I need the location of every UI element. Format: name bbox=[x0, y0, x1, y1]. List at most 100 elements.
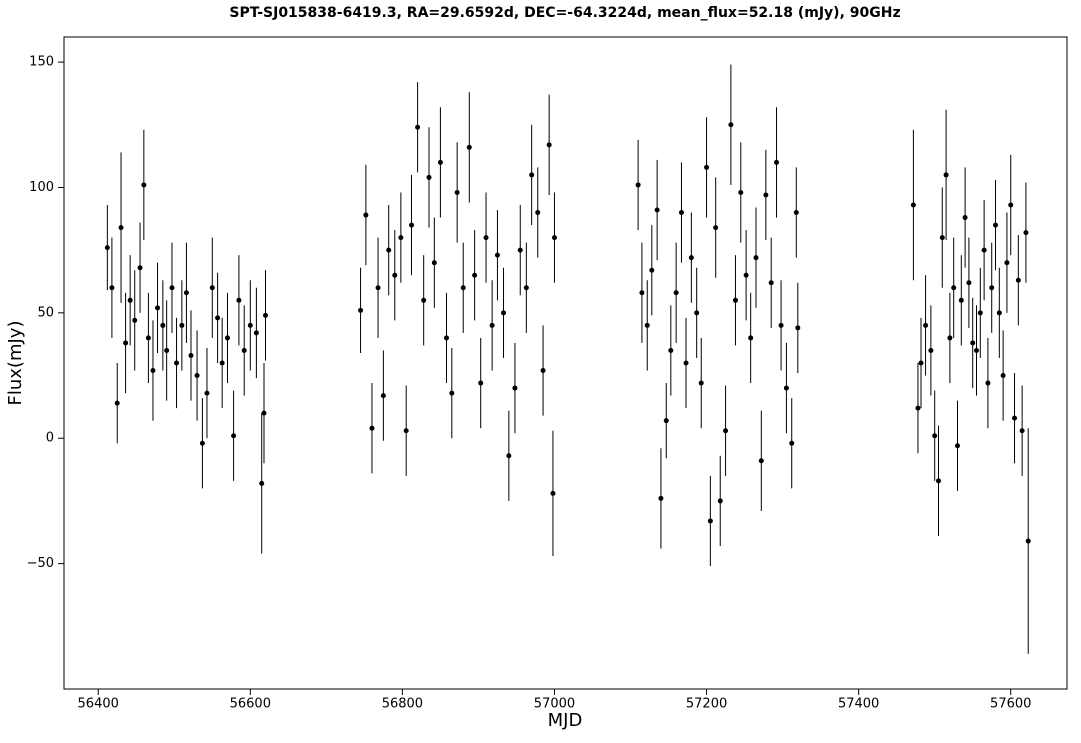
data-point bbox=[915, 405, 921, 411]
data-point bbox=[958, 297, 964, 303]
data-point bbox=[981, 247, 987, 253]
data-point bbox=[694, 310, 700, 316]
data-point bbox=[678, 210, 684, 216]
data-point bbox=[114, 400, 120, 406]
data-point bbox=[954, 443, 960, 449]
data-point bbox=[763, 192, 769, 198]
data-point bbox=[137, 265, 143, 271]
data-point bbox=[738, 189, 744, 195]
data-point bbox=[263, 312, 269, 318]
x-tick-label: 57400 bbox=[838, 697, 879, 712]
data-point bbox=[421, 297, 427, 303]
chart-title: SPT-SJ015838-6419.3, RA=29.6592d, DEC=-6… bbox=[229, 5, 900, 21]
data-point bbox=[947, 335, 953, 341]
data-point bbox=[236, 297, 242, 303]
data-point bbox=[723, 428, 729, 434]
data-point bbox=[683, 360, 689, 366]
y-tick-label: 150 bbox=[29, 55, 54, 70]
data-point bbox=[164, 347, 170, 353]
x-tick-label: 56400 bbox=[78, 697, 119, 712]
data-point bbox=[668, 347, 674, 353]
data-point bbox=[141, 182, 147, 188]
data-point bbox=[204, 390, 210, 396]
data-point bbox=[932, 433, 938, 439]
data-point bbox=[529, 172, 535, 178]
data-point bbox=[150, 368, 156, 374]
data-point bbox=[743, 272, 749, 278]
data-point bbox=[241, 347, 247, 353]
data-point bbox=[977, 310, 983, 316]
data-point bbox=[649, 267, 655, 273]
data-point bbox=[704, 164, 710, 170]
data-point bbox=[962, 215, 968, 221]
data-point bbox=[970, 340, 976, 346]
data-point bbox=[654, 207, 660, 213]
data-point bbox=[375, 285, 381, 291]
data-point bbox=[793, 210, 799, 216]
data-point bbox=[466, 144, 472, 150]
data-point bbox=[123, 340, 129, 346]
data-point bbox=[437, 159, 443, 165]
x-axis-label: MJD bbox=[548, 710, 583, 731]
data-point bbox=[1004, 260, 1010, 266]
data-point bbox=[483, 235, 489, 241]
data-point bbox=[732, 297, 738, 303]
data-point bbox=[194, 373, 200, 379]
data-point bbox=[535, 210, 541, 216]
data-point bbox=[996, 310, 1002, 316]
data-point bbox=[174, 360, 180, 366]
data-point bbox=[169, 285, 175, 291]
data-point bbox=[523, 285, 529, 291]
data-point bbox=[449, 390, 455, 396]
data-point bbox=[253, 330, 259, 336]
x-tick-label: 56600 bbox=[230, 697, 271, 712]
data-point bbox=[118, 225, 124, 231]
data-point bbox=[431, 260, 437, 266]
data-point bbox=[386, 247, 392, 253]
data-point bbox=[768, 280, 774, 286]
data-point bbox=[506, 453, 512, 459]
data-point bbox=[546, 142, 552, 148]
data-point bbox=[426, 174, 432, 180]
data-point bbox=[259, 480, 265, 486]
data-point bbox=[540, 368, 546, 374]
data-point bbox=[789, 440, 795, 446]
data-point bbox=[635, 182, 641, 188]
data-point bbox=[758, 458, 764, 464]
data-point bbox=[501, 310, 507, 316]
data-point bbox=[707, 518, 713, 524]
data-point bbox=[974, 347, 980, 353]
data-point bbox=[1025, 538, 1031, 544]
x-tick-label: 57000 bbox=[534, 697, 575, 712]
data-point bbox=[489, 322, 495, 328]
data-point bbox=[215, 315, 221, 321]
data-point bbox=[774, 159, 780, 165]
data-point bbox=[224, 335, 230, 341]
y-tick-label: 0 bbox=[46, 431, 54, 446]
data-point bbox=[935, 478, 941, 484]
plot-frame bbox=[63, 36, 1068, 690]
data-point bbox=[104, 245, 110, 251]
data-point bbox=[795, 325, 801, 331]
data-point bbox=[989, 285, 995, 291]
data-point bbox=[673, 290, 679, 296]
data-point bbox=[928, 347, 934, 353]
data-point bbox=[183, 290, 189, 296]
data-point bbox=[199, 440, 205, 446]
data-point bbox=[783, 385, 789, 391]
data-point bbox=[688, 255, 694, 261]
data-point bbox=[1023, 230, 1029, 236]
data-point bbox=[698, 380, 704, 386]
data-point bbox=[145, 335, 151, 341]
data-point bbox=[472, 272, 478, 278]
data-point bbox=[550, 490, 556, 496]
data-point bbox=[127, 297, 133, 303]
data-point bbox=[512, 385, 518, 391]
y-tick-label: 50 bbox=[37, 305, 54, 320]
data-point bbox=[778, 322, 784, 328]
data-point bbox=[392, 272, 398, 278]
data-point bbox=[261, 410, 267, 416]
data-point bbox=[943, 172, 949, 178]
